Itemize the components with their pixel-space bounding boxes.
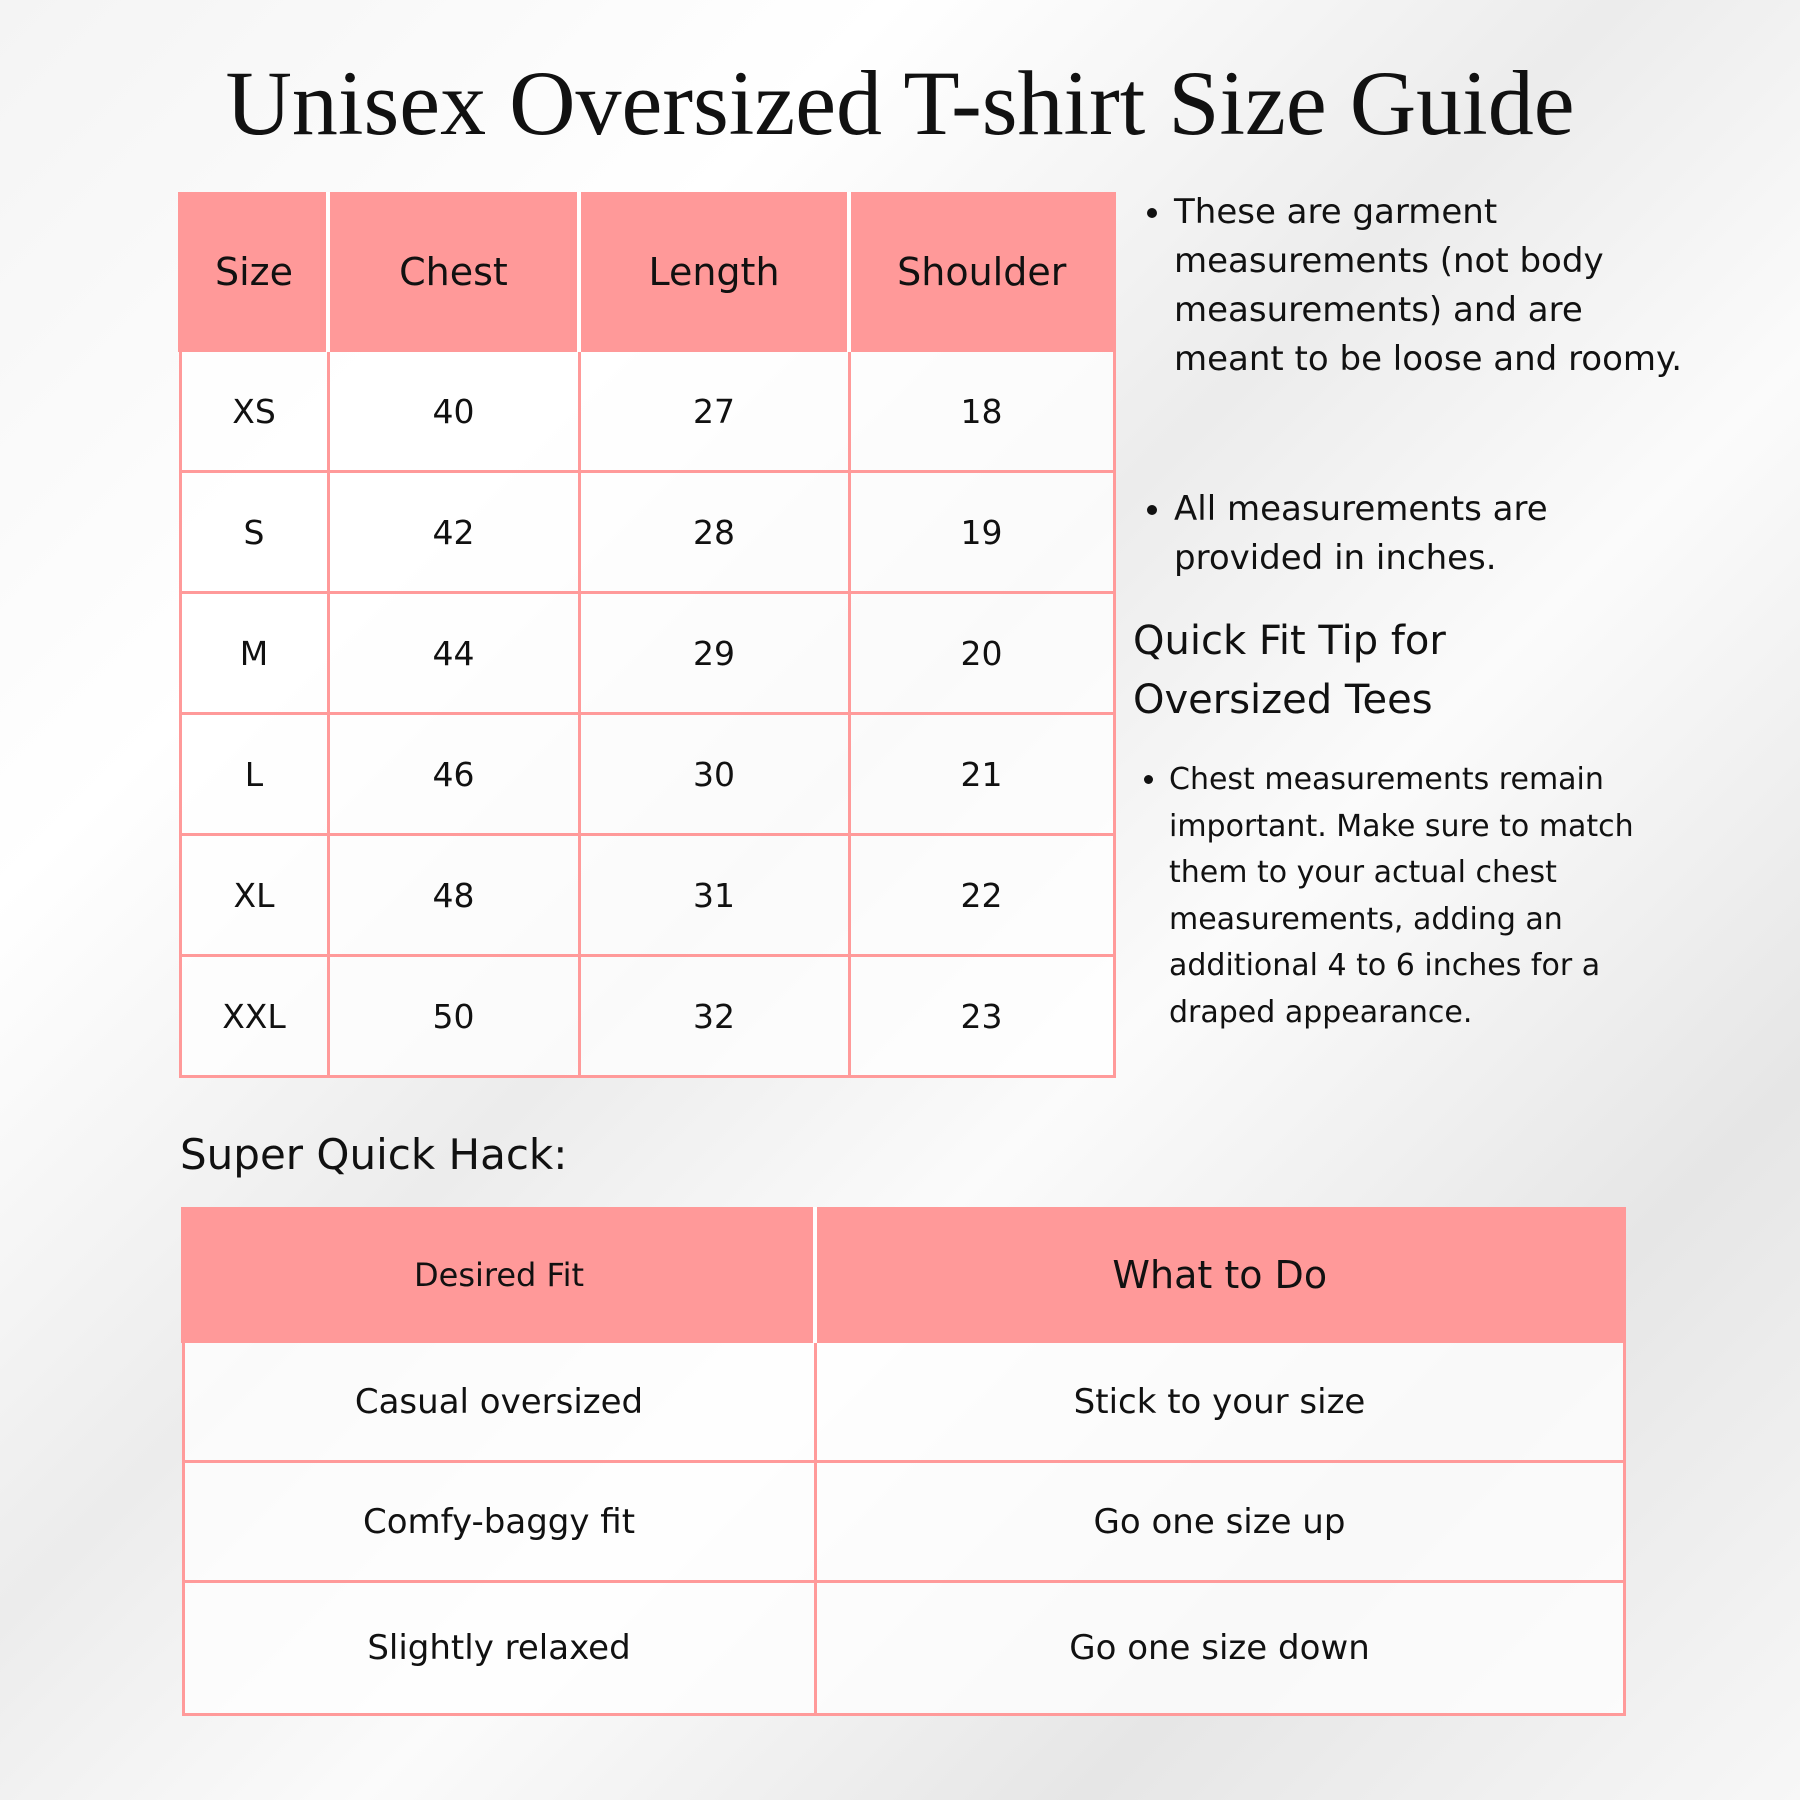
cell: 28 <box>577 470 851 594</box>
tip-heading: Quick Fit Tip for Oversized Tees <box>1133 618 1446 723</box>
header-shoulder: Shoulder <box>847 192 1116 352</box>
table-row: XS 40 27 18 <box>178 349 1116 473</box>
cell: 23 <box>847 954 1116 1078</box>
note-garment: These are garment measurements (not body… <box>1174 188 1694 384</box>
cell: 44 <box>326 591 581 715</box>
cell: 32 <box>577 954 851 1078</box>
cell: 31 <box>577 833 851 957</box>
tip-list: Chest measurements remain important. Mak… <box>1133 757 1689 1036</box>
table-row: S 42 28 19 <box>178 470 1116 594</box>
tip-text: Chest measurements remain important. Mak… <box>1169 757 1689 1036</box>
note-inches: All measurements are provided in inches. <box>1174 485 1694 583</box>
size-table-header: Size Chest Length Shoulder <box>178 192 1116 352</box>
cell: XS <box>178 349 330 473</box>
table-row: XXL 50 32 23 <box>178 954 1116 1078</box>
cell: M <box>178 591 330 715</box>
cell: Casual oversized <box>181 1340 817 1463</box>
cell: 48 <box>326 833 581 957</box>
cell: S <box>178 470 330 594</box>
table-row: Comfy-baggy fit Go one size up <box>181 1460 1626 1583</box>
hack-table: Desired Fit What to Do Casual oversized S… <box>181 1207 1626 1716</box>
table-row: Casual oversized Stick to your size <box>181 1340 1626 1463</box>
cell: Stick to your size <box>813 1340 1626 1463</box>
table-row: Slightly relaxed Go one size down <box>181 1580 1626 1716</box>
size-table: Size Chest Length Shoulder XS 40 27 18 S 42 2… <box>178 192 1116 1078</box>
header-length: Length <box>577 192 851 352</box>
cell: Go one size up <box>813 1460 1626 1583</box>
cell: 19 <box>847 470 1116 594</box>
table-row: L 46 30 21 <box>178 712 1116 836</box>
hack-heading: Super Quick Hack: <box>180 1130 568 1179</box>
cell: 40 <box>326 349 581 473</box>
table-row: XL 48 31 22 <box>178 833 1116 957</box>
cell: XL <box>178 833 330 957</box>
header-desired-fit: Desired Fit <box>181 1207 817 1343</box>
cell: 30 <box>577 712 851 836</box>
cell: Go one size down <box>813 1580 1626 1716</box>
cell: 42 <box>326 470 581 594</box>
cell: 20 <box>847 591 1116 715</box>
header-what-to-do: What to Do <box>813 1207 1626 1343</box>
cell: 29 <box>577 591 851 715</box>
cell: XXL <box>178 954 330 1078</box>
cell: 46 <box>326 712 581 836</box>
cell: L <box>178 712 330 836</box>
cell: Slightly relaxed <box>181 1580 817 1716</box>
cell: 18 <box>847 349 1116 473</box>
cell: 50 <box>326 954 581 1078</box>
header-size: Size <box>178 192 330 352</box>
cell: Comfy-baggy fit <box>181 1460 817 1583</box>
header-chest: Chest <box>326 192 581 352</box>
page-title: Unisex Oversized T-shirt Size Guide <box>225 52 1575 154</box>
cell: 22 <box>847 833 1116 957</box>
notes-list-2: All measurements are provided in inches. <box>1138 485 1694 583</box>
hack-table-header: Desired Fit What to Do <box>181 1207 1626 1343</box>
cell: 21 <box>847 712 1116 836</box>
cell: 27 <box>577 349 851 473</box>
table-row: M 44 29 20 <box>178 591 1116 715</box>
notes-list: These are garment measurements (not body… <box>1138 188 1694 384</box>
